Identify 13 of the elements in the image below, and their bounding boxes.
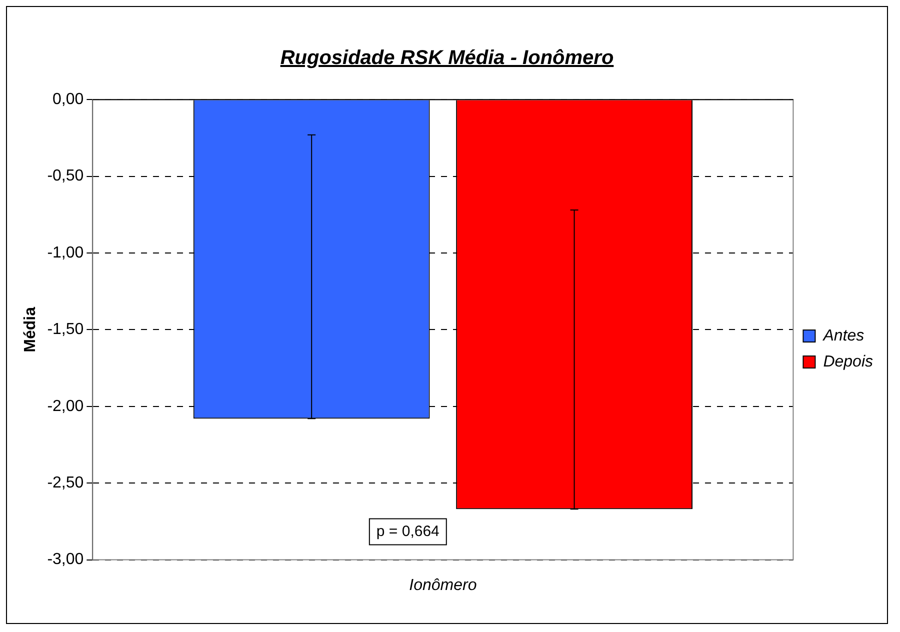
legend-label: Depois [823,353,874,370]
y-tick-label: -1,00 [47,244,84,262]
y-tick-label: 0,00 [52,91,84,108]
y-tick-label: -2,50 [47,474,84,492]
y-tick-label: -3,00 [47,551,84,568]
chart-title: Rugosidade RSK Média - Ionômero [279,47,615,70]
y-axis-title: Média [22,306,40,352]
legend-label: Antes [822,327,864,344]
annotation: p = 0,664 [376,522,440,540]
y-tick-label: -2,00 [47,398,84,415]
y-tick-label: -1,50 [47,321,84,338]
x-tick-label: Ionômero [409,576,477,594]
y-tick-label: -0,50 [47,168,84,185]
